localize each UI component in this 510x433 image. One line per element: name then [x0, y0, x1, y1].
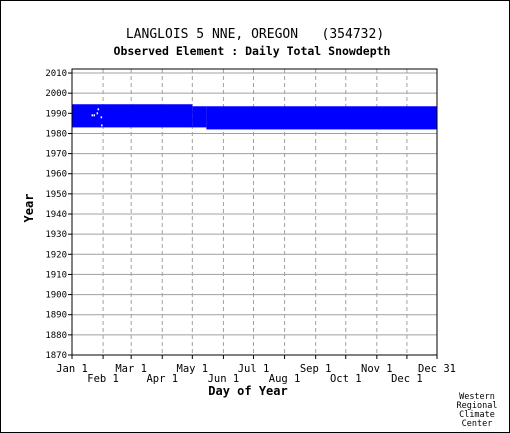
y-tick-label: 1990 [45, 109, 67, 119]
y-tick-label: 1970 [45, 150, 67, 160]
record-block [72, 104, 193, 128]
y-tick-label: 1870 [45, 351, 67, 361]
y-tick-label: 1920 [45, 250, 67, 260]
credit-block: Western Regional Climate Center [457, 392, 498, 429]
y-tick-label: 1910 [45, 270, 67, 280]
y-tick-label: 1930 [45, 230, 67, 240]
record-block [192, 106, 207, 128]
record-block [206, 106, 437, 130]
data-gap [93, 114, 96, 117]
credit-line-1: Western [459, 392, 495, 402]
credit-line-2: Regional [457, 401, 498, 411]
y-axis-label: Year [22, 194, 36, 223]
data-gap [100, 116, 103, 119]
y-tick-labels: 1870 1880 1890 1900 1910 1920 1930 1940 1950 1960… [45, 69, 72, 361]
credit-line-3: Climate [459, 410, 495, 420]
x-tick-label: Aug 1 [269, 373, 301, 385]
x-tick-label: Feb 1 [87, 373, 119, 385]
x-tick-label: Mar 1 [115, 363, 147, 375]
y-tick-label: 1960 [45, 170, 67, 180]
credit-line-4: Center [462, 419, 493, 429]
data-gap [97, 108, 100, 111]
x-tick-label: Dec 31 [418, 363, 456, 375]
y-tick-label: 1940 [45, 210, 67, 220]
plot-area-border [71, 68, 438, 356]
x-axis-label: Day of Year [208, 384, 287, 398]
y-tick-label: 2000 [45, 89, 67, 99]
data-gap [101, 124, 103, 127]
x-tick-label: Jun 1 [208, 373, 240, 385]
x-tick-label: Oct 1 [330, 373, 362, 385]
x-tick-label: Jan 1 [56, 363, 88, 375]
chart-title: LANGLOIS 5 NNE, OREGON (354732) [126, 27, 384, 42]
x-tick-label: Jul 1 [238, 363, 270, 375]
y-tick-label: 2010 [45, 69, 67, 79]
y-tick-label: 1880 [45, 331, 67, 341]
y-tick-label: 1980 [45, 129, 67, 139]
data-gap [96, 112, 99, 115]
y-tick-label: 1890 [45, 311, 67, 321]
x-tick-label: Apr 1 [146, 373, 178, 385]
x-tick-label: Nov 1 [361, 363, 393, 375]
x-tick-label: May 1 [177, 363, 209, 375]
x-tick-label: Sep 1 [300, 363, 332, 375]
data-gap [91, 114, 94, 117]
x-tick-labels: Jan 1 Mar 1 May 1 Jul 1 Sep 1 Nov 1 Dec 31 Feb … [56, 355, 456, 385]
x-tick-label: Dec 1 [391, 373, 423, 385]
chart-subtitle: Observed Element : Daily Total Snowdepth [114, 44, 391, 58]
y-tick-label: 1900 [45, 291, 67, 301]
y-tick-label: 1950 [45, 190, 67, 200]
data-layer [72, 104, 437, 130]
